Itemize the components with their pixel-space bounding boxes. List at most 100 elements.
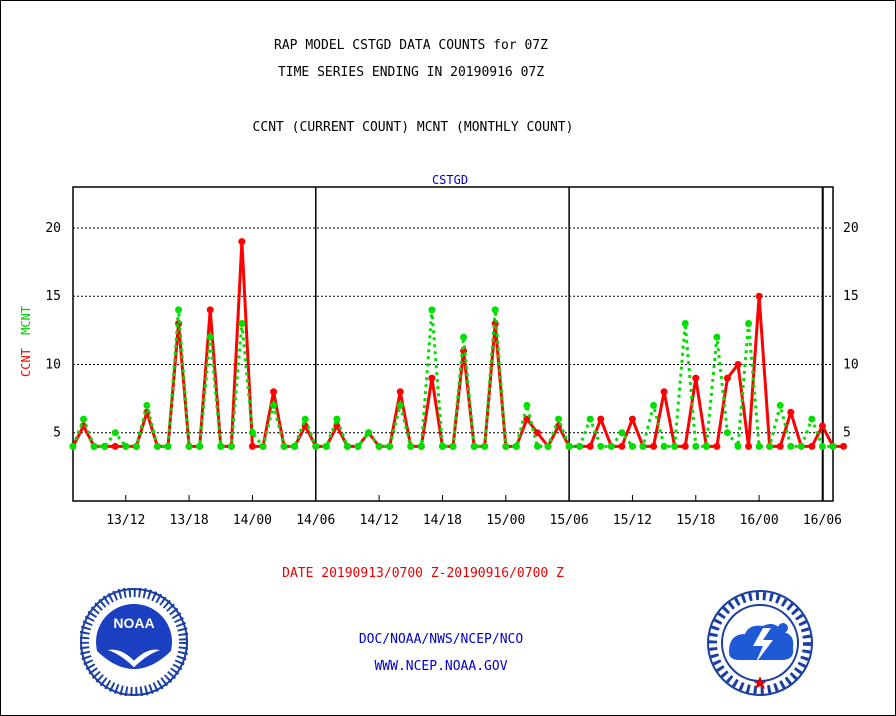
nws-logo-icon bbox=[707, 590, 813, 696]
data-point-ccnt bbox=[270, 388, 278, 396]
data-point-ccnt bbox=[713, 442, 721, 450]
chart-title-line2: TIME SERIES ENDING IN 20190916 07Z bbox=[277, 65, 545, 80]
data-point-mcnt bbox=[470, 442, 478, 450]
data-point-mcnt bbox=[122, 442, 130, 450]
data-point-ccnt bbox=[745, 442, 753, 450]
data-point-mcnt bbox=[586, 415, 594, 423]
data-point-mcnt bbox=[692, 442, 700, 450]
data-point-mcnt bbox=[428, 306, 436, 314]
data-point-mcnt bbox=[90, 442, 98, 450]
data-point-mcnt bbox=[481, 442, 489, 450]
y-tick-label-right: 15 bbox=[843, 289, 859, 304]
data-point-mcnt bbox=[185, 442, 193, 450]
chart-title-line1: RAP MODEL CSTGD DATA COUNTS for 07Z bbox=[274, 38, 548, 53]
y-tick-label-right: 5 bbox=[843, 426, 851, 441]
link-ncep[interactable]: WWW.NCEP.NOAA.GOV bbox=[374, 659, 508, 674]
data-point-mcnt bbox=[164, 442, 172, 450]
data-point-mcnt bbox=[460, 333, 468, 341]
x-tick-label: 14/06 bbox=[296, 513, 335, 528]
data-point-mcnt bbox=[713, 333, 721, 341]
data-point-mcnt bbox=[639, 442, 647, 450]
data-point-mcnt bbox=[808, 415, 816, 423]
data-point-ccnt bbox=[248, 442, 256, 450]
data-point-mcnt bbox=[723, 429, 731, 437]
data-point-mcnt bbox=[628, 442, 636, 450]
x-tick-label: 15/00 bbox=[486, 513, 525, 528]
data-point-mcnt bbox=[365, 429, 373, 437]
link-doc[interactable]: DOC/NOAA/NWS/NCEP/NCO bbox=[358, 632, 524, 647]
data-point-mcnt bbox=[196, 442, 204, 450]
data-point-ccnt bbox=[206, 306, 214, 314]
x-tick-label: 13/18 bbox=[170, 513, 209, 528]
data-point-mcnt bbox=[512, 442, 520, 450]
data-point-mcnt bbox=[386, 442, 394, 450]
data-point-ccnt bbox=[840, 442, 848, 450]
data-point-ccnt bbox=[428, 374, 436, 382]
x-tick-label: 15/06 bbox=[550, 513, 589, 528]
data-point-mcnt bbox=[322, 442, 330, 450]
data-point-mcnt bbox=[280, 442, 288, 450]
data-point-ccnt bbox=[650, 442, 658, 450]
data-point-ccnt bbox=[586, 442, 594, 450]
data-point-mcnt bbox=[132, 442, 140, 450]
data-point-mcnt bbox=[702, 442, 710, 450]
data-point-ccnt bbox=[628, 415, 636, 423]
data-point-mcnt bbox=[555, 415, 563, 423]
data-point-mcnt bbox=[238, 320, 246, 328]
data-point-mcnt bbox=[227, 442, 235, 450]
data-point-ccnt bbox=[723, 374, 731, 382]
data-point-mcnt bbox=[523, 401, 531, 409]
data-point-mcnt bbox=[206, 333, 214, 341]
data-point-mcnt bbox=[829, 442, 837, 450]
data-point-mcnt bbox=[259, 442, 267, 450]
y-tick-label-left: 5 bbox=[53, 426, 61, 441]
y-tick-label-left: 15 bbox=[45, 289, 61, 304]
plot-frame bbox=[72, 186, 834, 502]
x-tick-label: 13/12 bbox=[106, 513, 145, 528]
series-line-ccnt bbox=[71, 240, 844, 448]
data-point-mcnt bbox=[143, 401, 151, 409]
data-point-mcnt bbox=[681, 320, 689, 328]
data-point-ccnt bbox=[776, 442, 784, 450]
data-point-mcnt bbox=[491, 306, 499, 314]
data-point-mcnt bbox=[766, 442, 774, 450]
y-tick-label-left: 20 bbox=[45, 221, 61, 236]
data-point-mcnt bbox=[175, 306, 183, 314]
data-point-mcnt bbox=[745, 320, 753, 328]
data-point-mcnt bbox=[217, 442, 225, 450]
data-point-mcnt bbox=[153, 442, 161, 450]
data-point-mcnt bbox=[438, 442, 446, 450]
data-point-mcnt bbox=[787, 442, 795, 450]
data-point-mcnt bbox=[417, 442, 425, 450]
data-point-mcnt bbox=[111, 429, 119, 437]
data-point-ccnt bbox=[755, 292, 763, 300]
data-point-mcnt bbox=[354, 442, 362, 450]
data-point-mcnt bbox=[407, 442, 415, 450]
data-point-mcnt bbox=[502, 442, 510, 450]
data-point-ccnt bbox=[808, 442, 816, 450]
x-tick-label: 14/00 bbox=[233, 513, 272, 528]
data-point-ccnt bbox=[396, 388, 404, 396]
data-point-mcnt bbox=[333, 415, 341, 423]
data-point-ccnt bbox=[734, 360, 742, 368]
x-tick-label: 15/18 bbox=[676, 513, 715, 528]
data-point-mcnt bbox=[734, 442, 742, 450]
data-point-mcnt bbox=[576, 442, 584, 450]
data-point-mcnt bbox=[565, 442, 573, 450]
x-tick-label: 14/12 bbox=[360, 513, 399, 528]
data-point-mcnt bbox=[343, 442, 351, 450]
data-point-mcnt bbox=[618, 429, 626, 437]
station-label: CSTGD bbox=[431, 173, 469, 187]
data-point-ccnt bbox=[681, 442, 689, 450]
noaa-logo-text: NOAA bbox=[113, 615, 154, 631]
data-point-ccnt bbox=[818, 422, 826, 430]
noaa-logo-icon: NOAA bbox=[80, 588, 188, 696]
data-point-mcnt bbox=[301, 415, 309, 423]
data-point-mcnt bbox=[270, 401, 278, 409]
data-point-mcnt bbox=[80, 415, 88, 423]
data-point-mcnt bbox=[660, 442, 668, 450]
y-tick-label-right: 10 bbox=[843, 357, 859, 372]
data-point-mcnt bbox=[101, 442, 109, 450]
data-point-mcnt bbox=[544, 442, 552, 450]
